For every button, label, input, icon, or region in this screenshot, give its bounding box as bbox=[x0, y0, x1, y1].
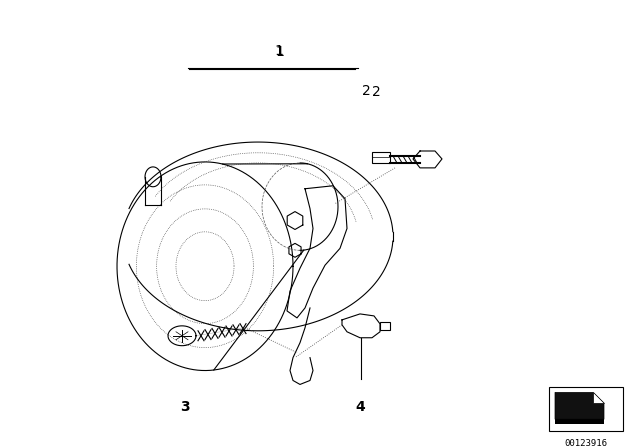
Bar bbox=[380, 322, 390, 330]
Text: 1: 1 bbox=[274, 44, 283, 58]
Text: 3: 3 bbox=[180, 401, 190, 414]
Text: 2: 2 bbox=[362, 84, 371, 98]
Polygon shape bbox=[555, 392, 604, 419]
Bar bbox=[372, 152, 390, 163]
Text: 2: 2 bbox=[372, 86, 381, 99]
Text: 4: 4 bbox=[355, 401, 365, 414]
Text: 00123916: 00123916 bbox=[564, 439, 607, 448]
Polygon shape bbox=[593, 392, 604, 403]
Text: 1: 1 bbox=[276, 45, 284, 59]
Bar bbox=[549, 388, 623, 431]
Bar bbox=[555, 419, 604, 424]
